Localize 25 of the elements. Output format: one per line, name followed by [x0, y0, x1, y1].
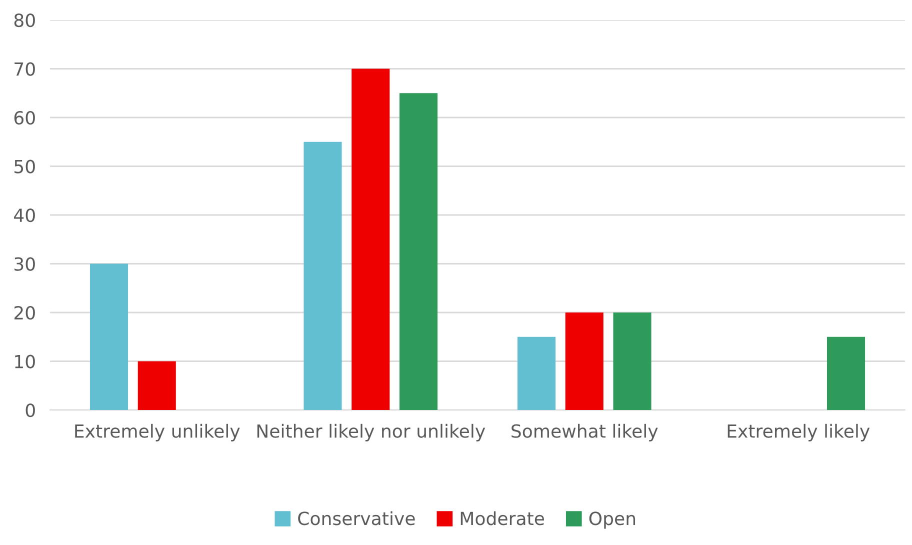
legend-label: Open — [589, 512, 636, 529]
bar — [352, 68, 390, 410]
y-tick-label: 50 — [14, 160, 35, 174]
bar — [399, 93, 438, 410]
x-tick-label: Somewhat likely — [512, 424, 658, 442]
x-tick-label: Extremely unlikely — [75, 424, 240, 442]
y-tick-label: 20 — [14, 306, 35, 320]
bar — [90, 264, 128, 410]
x-tick-label: Extremely likely — [728, 424, 870, 442]
y-tick-label: 80 — [14, 13, 35, 28]
y-tick-label: 60 — [14, 110, 35, 125]
bar — [613, 312, 652, 410]
legend-label: Conservative — [298, 511, 415, 526]
legend-label: Moderate — [460, 511, 544, 526]
bar — [517, 336, 556, 410]
bar — [138, 361, 176, 410]
y-tick-label: 10 — [15, 354, 35, 368]
y-tick-label: 70 — [14, 62, 35, 76]
y-tick-label: 30 — [14, 257, 35, 271]
bar — [565, 312, 604, 410]
bar — [826, 336, 866, 410]
bar — [304, 142, 342, 410]
y-tick-label: 0 — [26, 403, 35, 418]
y-tick-label: 40 — [14, 208, 35, 222]
x-tick-label: Neither likely nor unlikely — [257, 424, 486, 442]
